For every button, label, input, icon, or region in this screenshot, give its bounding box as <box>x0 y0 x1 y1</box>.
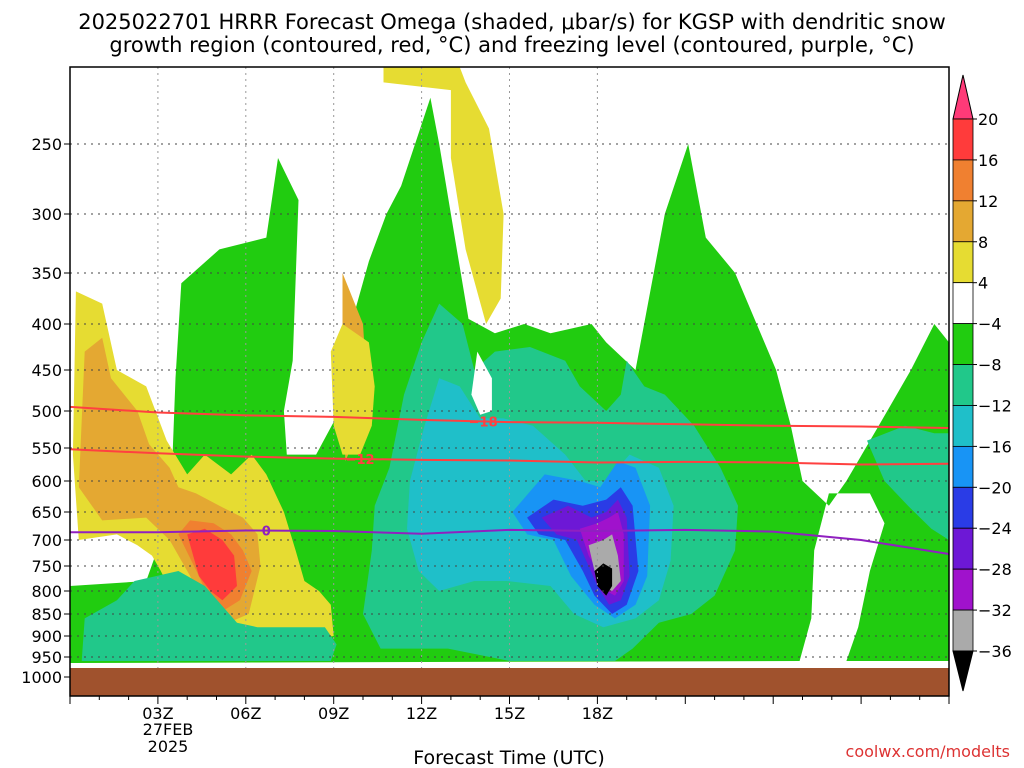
colorbar-bin-6 <box>952 364 974 406</box>
y-tick-label-250: 250 <box>31 135 62 154</box>
ground-below-surface <box>70 668 949 696</box>
date-label-year: 2025 <box>148 737 189 756</box>
contour-label-0: 0 <box>262 525 271 540</box>
y-tick-label-950: 950 <box>31 648 62 667</box>
colorbar-bin-9 <box>952 486 974 529</box>
colorbar-label-11: −28 <box>978 560 1012 579</box>
chart-title-line1: 2025022701 HRRR Forecast Omega (shaded, … <box>78 10 946 34</box>
x-tick-label-03Z: 03Z <box>142 704 173 723</box>
omega-region-15 <box>594 563 613 596</box>
y-tick-label-550: 550 <box>31 439 62 458</box>
x-axis-label: Forecast Time (UTC) <box>413 747 604 768</box>
colorbar-bottom-arrow <box>952 650 974 692</box>
ground-strip <box>70 668 949 696</box>
colorbar-label-13: −36 <box>978 642 1012 661</box>
contour-label--18: −18 <box>469 415 498 430</box>
y-tick-label-800: 800 <box>31 582 62 601</box>
y-tick-label-300: 300 <box>31 205 62 224</box>
grid-lines <box>70 67 949 668</box>
colorbar-label-6: −8 <box>978 356 1002 375</box>
colorbar-bin-11 <box>952 568 974 611</box>
omega-region-5 <box>187 528 237 601</box>
y-tick-label-900: 900 <box>31 627 62 646</box>
omega-region-16 <box>867 425 949 540</box>
y-tick-label-750: 750 <box>31 557 62 576</box>
colorbar-bin-12 <box>952 609 974 652</box>
y-tick-label-450: 450 <box>31 361 62 380</box>
omega-region-18 <box>81 571 337 661</box>
omega-region-7 <box>330 324 375 455</box>
colorbar-bin-7 <box>952 405 974 447</box>
contour--18 <box>70 405 949 429</box>
contour-0 <box>70 528 949 555</box>
colorbar-label-2: 12 <box>978 192 998 211</box>
y-tick-label-650: 650 <box>31 503 62 522</box>
colorbar-label-9: −20 <box>978 478 1012 497</box>
x-tick-label-12Z: 12Z <box>406 704 437 723</box>
colorbar-bin-8 <box>952 445 974 488</box>
omega-shading <box>70 67 949 696</box>
colorbar-bin-4 <box>952 282 974 325</box>
colorbar-label-0: 20 <box>978 110 998 129</box>
y-tick-label-600: 600 <box>31 472 62 491</box>
colorbar-bin-2 <box>952 200 974 243</box>
y-tick-label-850: 850 <box>31 605 62 624</box>
colorbar-top-arrow <box>952 74 974 120</box>
omega-region-0 <box>383 67 504 324</box>
colorbar-bin-3 <box>952 241 974 284</box>
y-tick-label-350: 350 <box>31 264 62 283</box>
x-tick-label-09Z: 09Z <box>318 704 349 723</box>
x-tick-label-15Z: 15Z <box>494 704 525 723</box>
omega-region-2 <box>72 291 334 645</box>
colorbar-bin-5 <box>952 323 974 365</box>
colorbar-bin-1 <box>952 159 974 202</box>
y-tick-label-700: 700 <box>31 531 62 550</box>
contour--12 <box>70 448 949 466</box>
colorbar-label-8: −16 <box>978 437 1012 456</box>
x-tick-label-18Z: 18Z <box>582 704 613 723</box>
x-tick-label-06Z: 06Z <box>230 704 261 723</box>
colorbar-label-10: −24 <box>978 519 1012 538</box>
credit-link[interactable]: coolwx.com/modelts <box>846 742 1010 761</box>
y-tick-label-500: 500 <box>31 402 62 421</box>
temperature-contours: −18 −12 0 <box>70 405 949 555</box>
omega-region-19 <box>471 351 492 415</box>
colorbar-label-4: 4 <box>978 274 988 293</box>
omega-colorbar: 20 16 12 8 4 −4 −8 −12 −16 −20 −24 −28 −32 −36 <box>952 74 1012 692</box>
date-label-day: 27FEB <box>143 720 194 739</box>
colorbar-bin-10 <box>952 527 974 570</box>
colorbar-label-1: 16 <box>978 151 998 170</box>
contour-label--12: −12 <box>346 453 375 468</box>
y-tick-label-400: 400 <box>31 315 62 334</box>
colorbar-bin-0 <box>952 118 974 161</box>
omega-region-14 <box>588 534 621 591</box>
colorbar-label-3: 8 <box>978 233 988 252</box>
time-axis: 03Z 06Z 09Z 12Z 15Z 18Z <box>69 696 950 723</box>
pressure-axis: 250 300 350 400 450 500 550 600 650 700 750 800 850 9… <box>21 135 70 687</box>
chart-title-line2: growth region (contoured, red, °C) and f… <box>109 33 914 57</box>
colorbar-label-12: −32 <box>978 601 1012 620</box>
y-tick-label-1000: 1000 <box>21 668 62 687</box>
colorbar-label-5: −4 <box>978 315 1002 334</box>
colorbar-label-7: −12 <box>978 396 1012 415</box>
